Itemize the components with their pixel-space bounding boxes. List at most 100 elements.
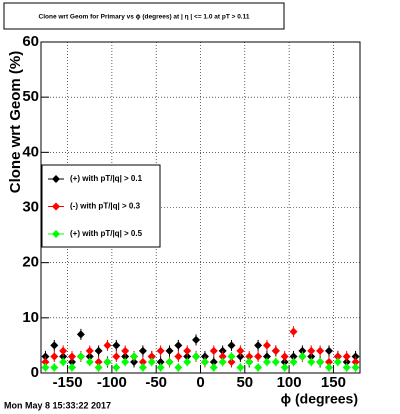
marker <box>130 352 139 361</box>
marker <box>41 363 50 372</box>
marker <box>227 341 236 350</box>
x-tick-label: -100 <box>97 374 127 391</box>
x-tick-label: 150 <box>321 374 346 391</box>
marker <box>156 363 165 372</box>
marker <box>289 357 298 366</box>
marker <box>262 357 271 366</box>
marker <box>218 357 227 366</box>
marker <box>262 341 271 350</box>
title-box <box>3 2 285 30</box>
marker <box>138 363 147 372</box>
marker <box>85 346 94 355</box>
marker <box>298 352 307 361</box>
marker <box>254 352 263 361</box>
marker <box>324 363 333 372</box>
marker <box>174 352 183 361</box>
marker <box>316 357 325 366</box>
y-tick-label: 10 <box>22 309 39 326</box>
marker <box>200 357 209 366</box>
marker <box>156 346 165 355</box>
marker <box>147 352 156 361</box>
marker <box>138 357 147 366</box>
marker <box>112 341 121 350</box>
y-tick-label: 30 <box>22 198 39 215</box>
marker <box>316 346 325 355</box>
chart-title: Clone wrt Geom for Primary vs ϕ (degrees… <box>39 14 250 21</box>
marker <box>351 363 360 372</box>
marker <box>236 363 245 372</box>
marker <box>342 352 351 361</box>
x-axis-label: ϕ (degrees) <box>281 391 358 407</box>
marker <box>307 346 316 355</box>
marker <box>85 357 94 366</box>
marker <box>121 357 130 366</box>
y-tick-label: 60 <box>22 33 39 50</box>
marker <box>68 352 77 361</box>
marker <box>280 352 289 361</box>
marker <box>138 346 147 355</box>
legend-marker <box>52 175 60 183</box>
marker <box>307 357 316 366</box>
marker <box>76 352 85 361</box>
marker <box>289 352 298 361</box>
legend-label: (+) with pT/|q| > 0.1 <box>70 174 143 183</box>
y-tick-label: 50 <box>22 88 39 105</box>
x-tick-label: -150 <box>53 374 83 391</box>
marker <box>333 352 342 361</box>
y-tick-label: 20 <box>22 254 39 271</box>
x-tick-label: -50 <box>145 374 167 391</box>
marker <box>68 363 77 372</box>
x-tick-label: 100 <box>277 374 302 391</box>
marker <box>333 357 342 366</box>
marker <box>147 357 156 366</box>
marker <box>342 363 351 372</box>
marker <box>227 352 236 361</box>
y-tick-label: 40 <box>22 143 39 160</box>
legend-marker <box>52 230 60 238</box>
marker <box>218 352 227 361</box>
marker <box>112 352 121 361</box>
marker <box>192 352 201 361</box>
marker <box>280 363 289 372</box>
marker <box>262 352 271 361</box>
marker <box>254 363 263 372</box>
marker <box>76 330 85 339</box>
marker <box>165 346 174 355</box>
legend-marker <box>52 202 60 211</box>
marker <box>112 363 121 372</box>
marker <box>121 346 130 355</box>
marker <box>324 357 333 366</box>
marker <box>245 357 254 366</box>
marker <box>50 341 59 350</box>
marker <box>192 335 201 344</box>
marker <box>209 363 218 372</box>
x-tick-label: 0 <box>196 374 204 391</box>
y-axis-label: Clone wrt Geom (%) <box>7 51 24 194</box>
marker <box>156 357 165 366</box>
marker <box>59 346 68 355</box>
marker <box>271 346 280 355</box>
marker <box>103 341 112 350</box>
marker <box>174 341 183 350</box>
marker <box>227 357 236 366</box>
legend-label: (-) with pT/|q| > 0.3 <box>70 202 141 211</box>
marker <box>94 357 103 366</box>
marker <box>165 357 174 366</box>
marker <box>289 327 298 336</box>
marker <box>271 357 280 366</box>
marker <box>50 352 59 361</box>
marker <box>59 357 68 366</box>
marker <box>209 346 218 355</box>
marker <box>183 357 192 366</box>
timestamp: Mon May 8 15:33:22 2017 <box>4 400 111 410</box>
legend-label: (+) with pT/|q| > 0.5 <box>70 229 143 238</box>
marker <box>183 346 192 355</box>
marker <box>103 357 112 366</box>
marker <box>94 363 103 372</box>
marker <box>41 357 50 366</box>
x-tick-label: 50 <box>236 374 253 391</box>
marker <box>236 346 245 355</box>
marker <box>209 357 218 366</box>
marker <box>351 357 360 366</box>
